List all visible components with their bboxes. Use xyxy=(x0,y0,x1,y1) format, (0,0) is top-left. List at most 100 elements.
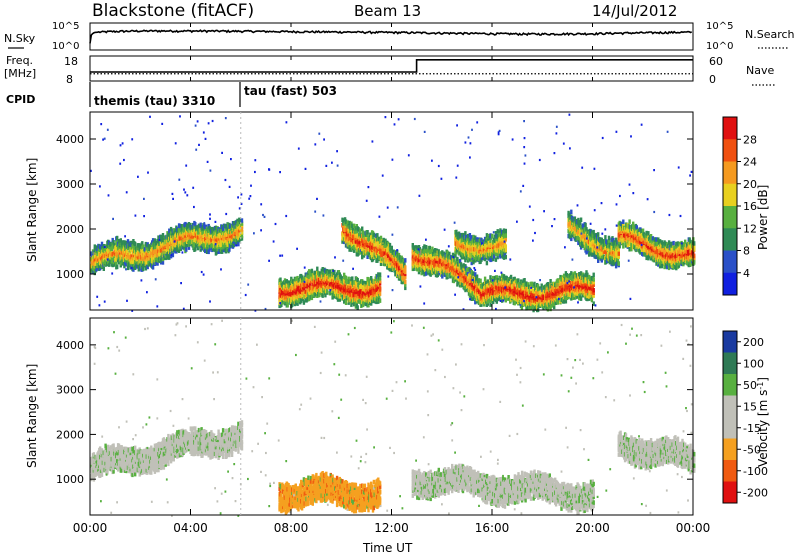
power-cell xyxy=(533,281,536,287)
power-cell xyxy=(280,302,283,307)
power-cell xyxy=(492,256,495,262)
power-cell xyxy=(172,228,175,233)
power-cell xyxy=(343,272,346,278)
power-cell xyxy=(492,278,496,284)
power-cell xyxy=(455,229,458,235)
power-cell xyxy=(279,277,282,282)
power-cell xyxy=(436,259,439,264)
power-cell xyxy=(417,260,421,265)
power-cell xyxy=(169,250,173,256)
power-cell xyxy=(130,254,133,259)
power-cell xyxy=(362,280,366,286)
power-cell xyxy=(486,295,489,300)
power-cell xyxy=(377,284,380,290)
power-cell xyxy=(412,266,415,271)
power-cell xyxy=(470,257,473,263)
power-cell xyxy=(457,231,461,236)
power-cell xyxy=(359,228,362,233)
power-cell xyxy=(97,247,100,253)
power-cell xyxy=(333,294,336,299)
power-cell xyxy=(540,283,543,288)
power-cell xyxy=(442,251,446,256)
power-cell xyxy=(161,260,165,265)
power-cell xyxy=(119,238,122,243)
power-cell xyxy=(96,266,99,271)
power-cell xyxy=(404,258,407,263)
power-cell xyxy=(395,260,398,265)
power-cell xyxy=(499,254,502,259)
power-cell xyxy=(132,267,135,272)
power-cell xyxy=(445,264,448,270)
power-cell xyxy=(279,296,282,301)
power-cell xyxy=(185,247,188,252)
power-cell xyxy=(454,253,457,258)
power-cell xyxy=(199,247,202,252)
power-cell xyxy=(370,301,373,306)
power-cell xyxy=(492,299,495,305)
power-cell xyxy=(356,305,359,310)
power-cell xyxy=(376,287,379,292)
power-cell xyxy=(344,300,348,305)
power-cell xyxy=(551,285,554,290)
power-cell xyxy=(335,285,338,291)
power-cell xyxy=(437,255,440,260)
freq-unit: [MHz] xyxy=(4,67,36,80)
power-cell xyxy=(128,251,131,256)
power-cell xyxy=(538,286,542,291)
power-cell xyxy=(335,283,338,288)
power-cell xyxy=(435,263,439,268)
power-cell xyxy=(429,249,432,254)
power-cell xyxy=(492,254,496,259)
power-cell xyxy=(519,294,523,299)
power-cell xyxy=(428,245,431,251)
power-cell xyxy=(294,287,297,292)
power-cell xyxy=(93,270,96,276)
power-cell xyxy=(493,244,497,249)
power-cell xyxy=(160,258,163,263)
power-cell xyxy=(354,279,358,285)
power-cell xyxy=(337,270,341,275)
power-cell xyxy=(331,295,334,300)
power-cell xyxy=(282,284,286,289)
power-cell xyxy=(126,265,130,271)
power-cell xyxy=(143,246,147,252)
power-cell xyxy=(384,246,387,251)
power-cell xyxy=(361,302,365,308)
power-cell xyxy=(498,296,501,301)
power-cell xyxy=(326,281,329,286)
power-cell xyxy=(116,264,119,270)
power-cell xyxy=(302,286,306,292)
power-cell xyxy=(527,282,530,287)
power-cell xyxy=(551,297,554,303)
power-cell xyxy=(240,227,244,232)
power-cell xyxy=(232,221,236,226)
power-cell xyxy=(397,252,401,258)
power-cell xyxy=(474,272,477,277)
power-cell xyxy=(285,282,288,288)
nave-tick-top: 60 xyxy=(709,55,723,68)
power-cell xyxy=(351,276,354,281)
power-cell xyxy=(343,289,346,295)
power-cell xyxy=(458,258,462,264)
power-cell xyxy=(535,289,538,294)
power-cell xyxy=(382,237,385,243)
power-cell xyxy=(341,239,344,244)
power-cell xyxy=(356,280,359,285)
power-cell xyxy=(417,267,421,272)
power-cell xyxy=(324,292,327,298)
power-cell xyxy=(393,266,396,271)
power-cell xyxy=(317,292,321,298)
power-cell xyxy=(379,261,383,266)
power-cell xyxy=(504,247,507,253)
power-cell xyxy=(417,249,420,255)
power-cell xyxy=(133,262,136,267)
power-cell xyxy=(171,252,175,258)
power-cell xyxy=(338,294,341,299)
power-cell xyxy=(495,299,498,304)
noise-tick-left-top: 10^5 xyxy=(52,21,79,32)
power-cell xyxy=(376,258,379,263)
power-cell xyxy=(413,247,416,253)
power-cell xyxy=(404,269,407,275)
power-cell xyxy=(211,230,214,235)
power-cell xyxy=(404,274,407,279)
